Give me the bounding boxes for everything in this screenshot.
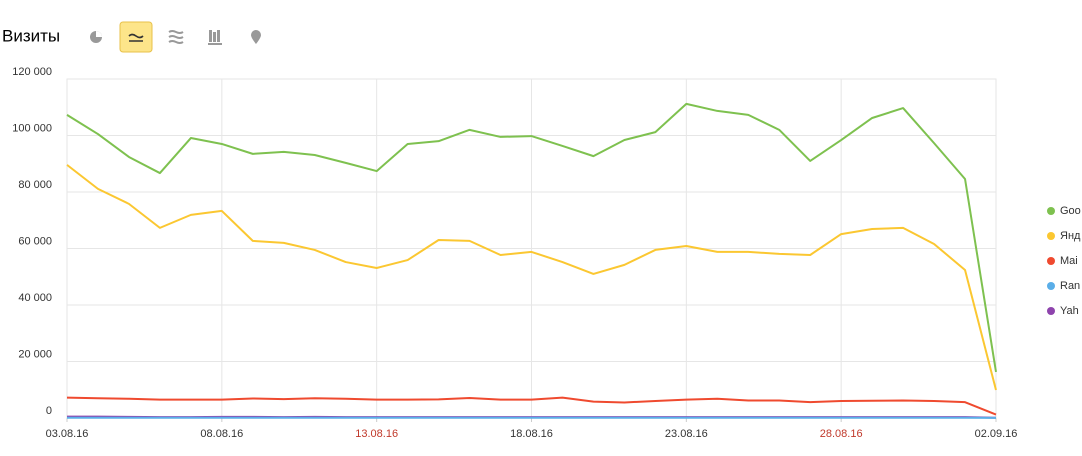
plot: 0 20 000 40 000 60 000 80 000 100 000 120 000 0…	[12, 66, 1081, 440]
area-icon[interactable]	[169, 31, 183, 43]
y-tick-label: 20 000	[18, 348, 52, 360]
legend-label: Ran	[1060, 280, 1080, 292]
line-icon-selected[interactable]	[120, 22, 152, 52]
chart-type-switch	[90, 22, 261, 52]
legend-marker	[1047, 257, 1055, 265]
legend-marker	[1047, 207, 1055, 215]
section-title: Визиты	[2, 26, 60, 45]
legend-label: Yah	[1060, 305, 1079, 317]
pie-icon[interactable]	[90, 31, 102, 43]
y-tick-label: 0	[46, 405, 52, 417]
x-tick-label: 13.08.16	[355, 428, 398, 440]
y-tick-label: 80 000	[18, 179, 52, 191]
bar-icon[interactable]	[208, 30, 222, 45]
x-tick-label: 02.09.16	[975, 428, 1018, 440]
legend-marker	[1047, 232, 1055, 240]
y-tick-label: 120 000	[12, 66, 52, 78]
x-tick-label: 18.08.16	[510, 428, 553, 440]
x-tick-label: 03.08.16	[46, 428, 89, 440]
legend-marker	[1047, 307, 1055, 315]
x-tick-label: 23.08.16	[665, 428, 708, 440]
legend-label: Mai	[1060, 255, 1078, 267]
y-tick-label: 60 000	[18, 235, 52, 247]
map-icon[interactable]	[251, 30, 261, 44]
x-tick-label: 28.08.16	[820, 428, 863, 440]
y-tick-label: 100 000	[12, 122, 52, 134]
x-tick-label: 08.08.16	[200, 428, 243, 440]
legend-label: Goo	[1060, 205, 1081, 217]
legend-marker	[1047, 282, 1055, 290]
legend-label: Янд	[1060, 230, 1081, 242]
y-tick-label: 40 000	[18, 292, 52, 304]
